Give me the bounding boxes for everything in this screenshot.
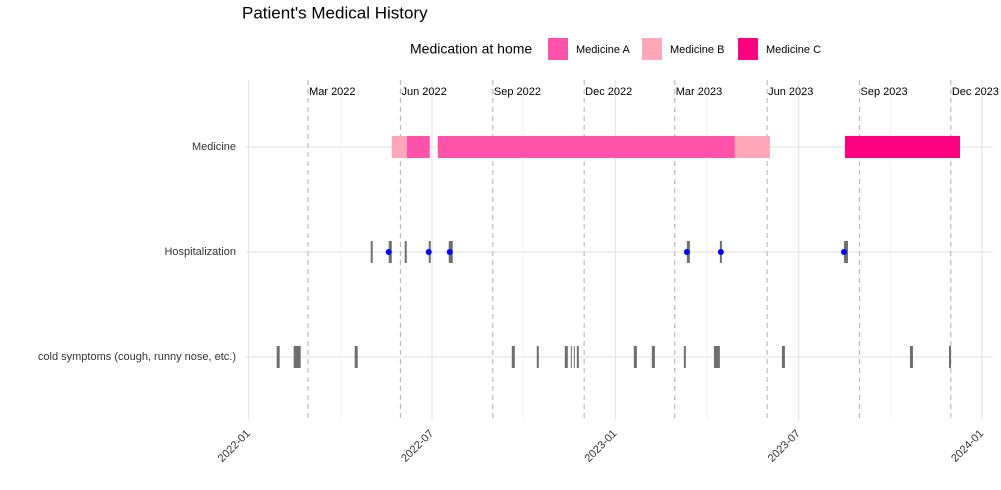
reference-label: Dec 2022: [585, 86, 632, 98]
event-span: [633, 346, 637, 368]
row-label: Hospitalization: [164, 246, 236, 258]
legend-swatch: [738, 38, 758, 60]
reference-label: Mar 2022: [309, 86, 355, 98]
x-tick-label: 2023-07: [766, 428, 803, 465]
reference-label: Dec 2023: [952, 86, 999, 98]
event-point: [425, 249, 432, 255]
legend-swatch: [548, 38, 568, 60]
x-tick-label: 2022-01: [216, 428, 253, 465]
event-span: [404, 241, 407, 263]
event-span: [293, 346, 301, 368]
reference-label: Mar 2023: [676, 86, 722, 98]
medication-span: [844, 136, 960, 158]
medication-span: [406, 136, 430, 158]
x-tick-label: 2023-01: [582, 428, 619, 465]
legend-label: Medicine B: [670, 44, 724, 56]
event-point: [385, 249, 392, 255]
chart-title: Patient's Medical History: [242, 3, 428, 22]
event-span: [276, 346, 280, 368]
event-span: [354, 346, 358, 368]
event-span: [949, 346, 951, 368]
medication-span: [391, 136, 407, 158]
event-point: [840, 249, 847, 255]
event-point: [446, 249, 453, 255]
row-label: Medicine: [192, 141, 236, 153]
event-span: [651, 346, 655, 368]
event-point: [717, 249, 724, 255]
x-tick-label: 2022-07: [399, 428, 436, 465]
legend-label: Medicine A: [576, 44, 630, 56]
x-tick-label: 2024-01: [949, 428, 986, 465]
reference-label: Jun 2023: [768, 86, 813, 98]
event-span: [781, 346, 785, 368]
event-span: [511, 346, 515, 368]
legend-swatch: [642, 38, 662, 60]
reference-label: Sep 2023: [861, 86, 908, 98]
legend-label: Medicine C: [766, 44, 821, 56]
event-span: [564, 346, 568, 368]
event-span: [570, 346, 572, 368]
reference-label: Jun 2022: [401, 86, 446, 98]
event-span: [713, 346, 720, 368]
event-span: [576, 346, 579, 368]
event-span: [683, 346, 686, 368]
event-point: [683, 249, 690, 255]
legend-title: Medication at home: [410, 41, 532, 57]
event-span: [370, 241, 373, 263]
event-span: [909, 346, 913, 368]
event-span: [573, 346, 575, 368]
reference-label: Sep 2022: [494, 86, 541, 98]
row-label: cold symptoms (cough, runny nose, etc.): [38, 351, 236, 363]
medication-span: [437, 136, 735, 158]
medication-span: [734, 136, 770, 158]
event-span: [536, 346, 539, 368]
